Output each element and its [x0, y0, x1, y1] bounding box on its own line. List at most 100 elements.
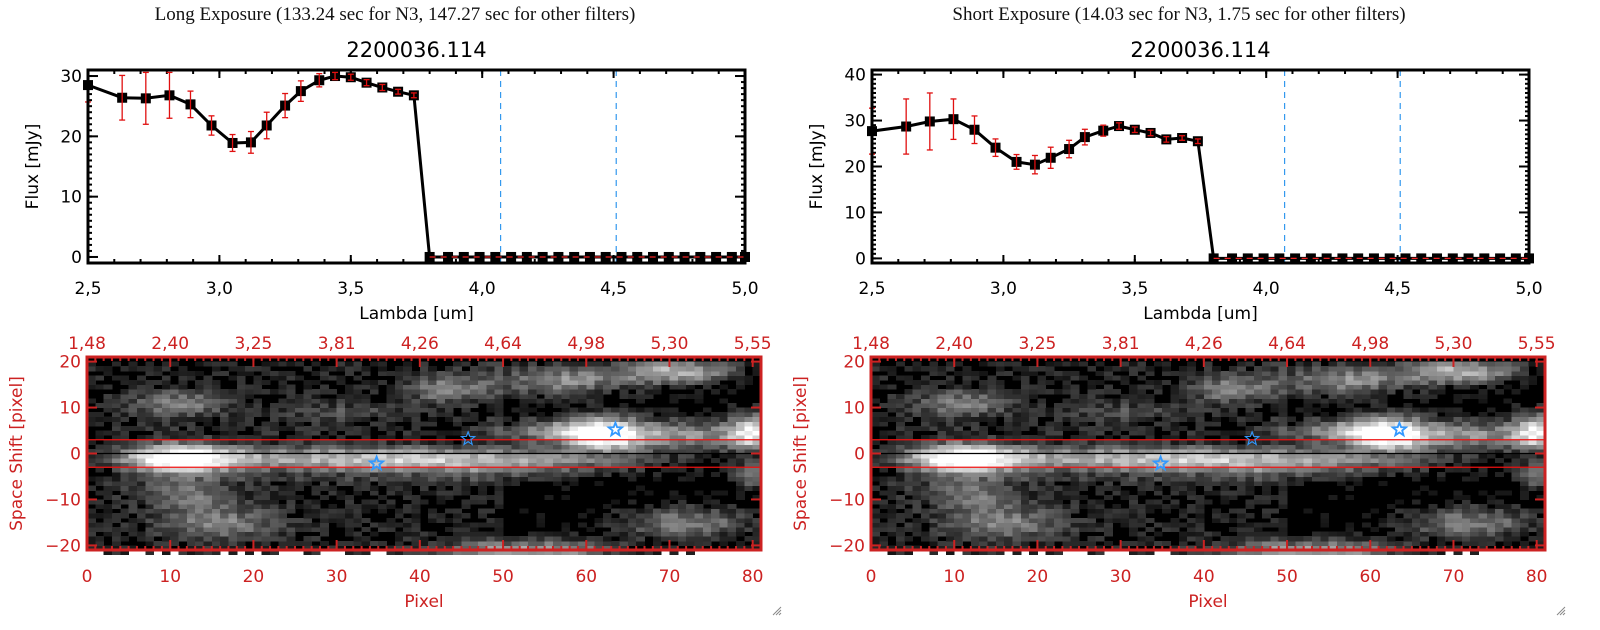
image-pixel [1128, 448, 1138, 454]
image-pixel [652, 361, 662, 367]
image-pixel [486, 476, 496, 482]
image-pixel [937, 504, 947, 510]
image-pixel [220, 527, 229, 533]
image-pixel [87, 508, 96, 514]
image-pixel [1370, 527, 1380, 533]
image-pixel [536, 435, 546, 441]
image-pixel [1295, 439, 1305, 445]
image-pixel [336, 416, 346, 422]
image-pixel [1045, 448, 1055, 454]
image-pixel [995, 540, 1005, 546]
image-pixel [752, 481, 762, 487]
image-pixel [503, 471, 512, 477]
image-pixel [1029, 481, 1038, 487]
image-pixel [602, 435, 612, 441]
image-pixel [1087, 444, 1097, 450]
image-pixel [378, 494, 388, 500]
image-pixel [912, 471, 922, 477]
image-pixel [461, 439, 471, 445]
image-pixel [954, 531, 964, 537]
image-pixel [161, 425, 171, 432]
image-pixel [669, 490, 679, 496]
image-pixel [153, 527, 163, 533]
image-pixel [652, 370, 662, 376]
image-pixel [344, 416, 354, 422]
image-pixel [145, 531, 155, 537]
image-pixel [995, 453, 1005, 459]
resize-grip-icon[interactable] [770, 604, 782, 616]
image-pixel [677, 416, 687, 422]
image-pixel [970, 476, 980, 482]
image-pixel [1237, 462, 1246, 468]
image-pixel [1120, 508, 1130, 514]
error-bar [926, 92, 933, 151]
image-pixel [1012, 527, 1022, 533]
image-pixel [428, 481, 437, 487]
image-pixel [478, 485, 487, 491]
error-bar [379, 83, 386, 92]
image-pixel [245, 476, 254, 482]
image-pixel [686, 421, 695, 427]
image-pixel [1395, 458, 1405, 464]
image-pixel [236, 462, 246, 468]
image-pixel [1103, 527, 1113, 533]
image-pixel [569, 439, 579, 445]
image-pixel [261, 508, 271, 514]
image-pixel [319, 471, 329, 477]
image-pixel [569, 389, 579, 395]
image-pixel [344, 402, 354, 409]
image-pixel [120, 430, 130, 436]
image-pixel [103, 508, 113, 514]
image-pixel [278, 448, 288, 454]
image-pixel [1528, 545, 1538, 551]
image-pixel [453, 481, 462, 487]
image-pixel [103, 393, 113, 399]
image-pixel [319, 481, 329, 487]
image-pixel [1403, 540, 1413, 546]
image-pixel [136, 407, 146, 413]
image-pixel [1195, 540, 1205, 546]
image-pixel [220, 361, 229, 367]
image-pixel [1112, 490, 1122, 496]
image-pixel [220, 462, 229, 468]
image-pixel [195, 513, 204, 519]
image-pixel [120, 476, 130, 482]
image-pixel [752, 402, 762, 409]
image-pixel [1461, 494, 1471, 500]
image-pixel [1345, 471, 1355, 477]
image-pixel [411, 412, 421, 418]
image-pixel [469, 402, 479, 409]
image-pixel [1128, 550, 1138, 556]
image-pixel [945, 490, 955, 496]
image-pixel [577, 361, 587, 367]
image-pixel [444, 453, 454, 459]
image-pixel [719, 522, 729, 528]
image-pixel [211, 448, 221, 454]
image-pixel [303, 402, 313, 409]
image-pixel [228, 494, 238, 500]
image-pixel [236, 393, 246, 399]
image-pixel [245, 471, 254, 477]
image-pixel [1262, 522, 1271, 528]
image-pixel [879, 504, 889, 510]
image-pixel [544, 448, 554, 454]
image-pixel [661, 435, 670, 441]
image-pixel [1287, 550, 1296, 556]
image-pixel [211, 393, 221, 399]
image-pixel [1237, 540, 1246, 546]
image-pixel [303, 476, 313, 482]
image-pixel [386, 425, 396, 432]
image-pixel [203, 439, 213, 445]
image-pixel [436, 545, 446, 551]
image-pixel [686, 508, 695, 514]
data-point [443, 251, 454, 262]
image-pixel [478, 430, 487, 436]
image-pixel [1095, 545, 1105, 551]
image-pixel [1128, 439, 1138, 445]
image-pixel [1353, 467, 1363, 473]
image-pixel [887, 550, 897, 556]
image-pixel [694, 439, 704, 445]
image-pixel [1045, 513, 1055, 519]
image-pixel [1212, 490, 1221, 496]
image-pixel [1312, 550, 1321, 556]
